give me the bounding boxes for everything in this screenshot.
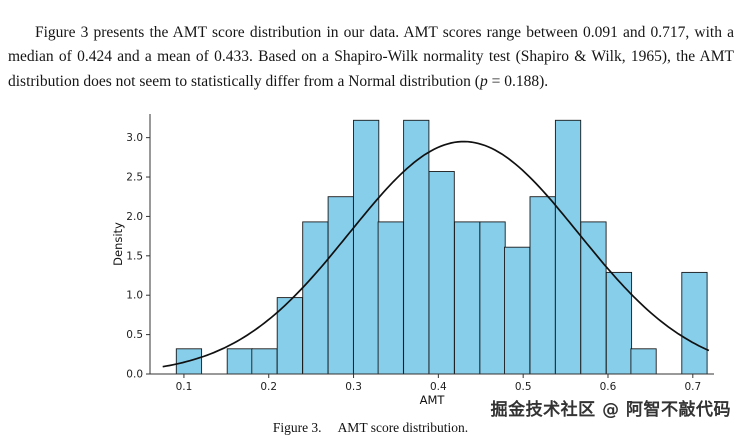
histogram-bar (504, 246, 531, 375)
y-tick-label: 2.5 (126, 172, 143, 184)
x-axis-label: AMT (420, 393, 446, 407)
histogram-bar (276, 297, 303, 375)
paragraph-text-before-p: Figure 3 presents the AMT score distribu… (8, 23, 734, 90)
histogram-bar (353, 119, 380, 375)
x-tick-label: 0.3 (345, 381, 362, 393)
histogram-bar (554, 119, 582, 375)
p-value-symbol: p (479, 72, 488, 90)
histogram-bar (454, 221, 481, 375)
histogram-bar (529, 196, 556, 375)
histogram-bar (428, 171, 455, 375)
watermark: 掘金技术社区 @ 阿智不敲代码 (490, 400, 731, 420)
y-tick-label: 3.0 (126, 132, 143, 144)
caption-label: Figure 3. (272, 420, 322, 435)
y-axis-label: Density (111, 222, 125, 266)
density-curve (162, 140, 710, 368)
y-tick-label: 1.0 (126, 290, 143, 302)
histogram-bar (226, 348, 253, 375)
histogram-bar (377, 221, 404, 375)
histogram-bar (681, 271, 708, 375)
histogram-bar (479, 221, 506, 375)
histogram-bar (403, 119, 430, 375)
paragraph-text-after-p: = 0.188). (487, 72, 549, 90)
figure-3: 0.1 0.2 0.3 0.4 0.5 0.6 0.7 0.0 0.5 1.0 1.5 2.0 2.5 3… (110, 108, 724, 414)
y-tick-label: 0.0 (126, 369, 143, 381)
x-tick-label: 0.2 (260, 381, 277, 393)
histogram-bar (327, 196, 354, 375)
x-tick-label: 0.4 (430, 381, 447, 393)
y-tick-label: 1.5 (126, 250, 143, 262)
figure-plot: 0.1 0.2 0.3 0.4 0.5 0.6 0.7 0.0 0.5 1.0 1.5 2.0 2.5 3… (111, 114, 714, 407)
body-paragraph: Figure 3 presents the AMT score distribu… (8, 21, 734, 95)
x-tick-label: 0.5 (515, 381, 532, 393)
x-tick-label: 0.7 (684, 381, 701, 393)
figure-caption: Figure 3. AMT score distribution. (0, 420, 741, 436)
histogram-bar (251, 348, 278, 375)
histogram-bar (580, 221, 607, 375)
x-tick-label: 0.6 (600, 381, 617, 393)
y-tick-label: 0.5 (126, 329, 143, 341)
caption-text: AMT score distribution. (337, 420, 469, 435)
histogram-bar (605, 271, 633, 375)
histogram-bar (302, 221, 329, 375)
histogram-bar (630, 348, 657, 375)
y-tick-label: 2.0 (126, 211, 143, 223)
x-tick-label: 0.1 (176, 381, 193, 393)
